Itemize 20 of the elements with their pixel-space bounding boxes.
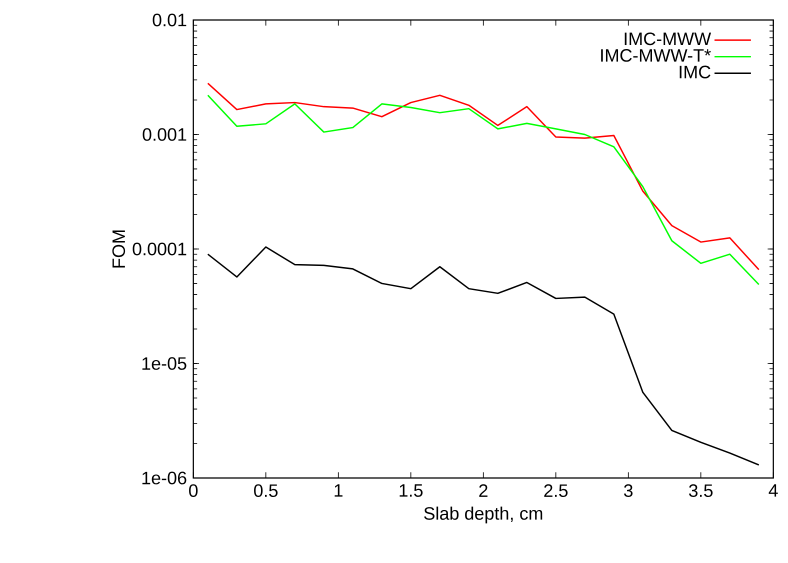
line-series: [207, 246, 760, 466]
y-tick-label: 0.01: [152, 14, 186, 27]
x-axis-title: Slab depth, cm: [424, 506, 542, 524]
x-tick-label: 1.5: [400, 484, 423, 497]
legend-label: IMC-MWW: [624, 32, 712, 46]
x-tick-label: 4: [768, 484, 778, 497]
x-tick-label: 1: [334, 484, 342, 497]
x-tick-label: 2.5: [544, 484, 568, 498]
x-tick-label: 0.5: [254, 484, 278, 498]
x-tick-label: 3: [624, 484, 633, 498]
y-tick-label: 1e-05: [142, 357, 186, 370]
x-tick-label: 0: [189, 484, 198, 498]
legend-label: IMC-MWW-T*: [601, 49, 711, 62]
x-tick-label: 3.5: [689, 484, 713, 498]
x-tick-label: 2: [479, 484, 488, 498]
y-axis-title: FOM: [112, 230, 126, 268]
y-tick-label: 0.001: [142, 128, 186, 142]
y-tick-label: 0.0001: [132, 242, 186, 256]
y-tick-label: 1e-06: [142, 472, 186, 485]
legend-label: IMC: [680, 66, 710, 79]
